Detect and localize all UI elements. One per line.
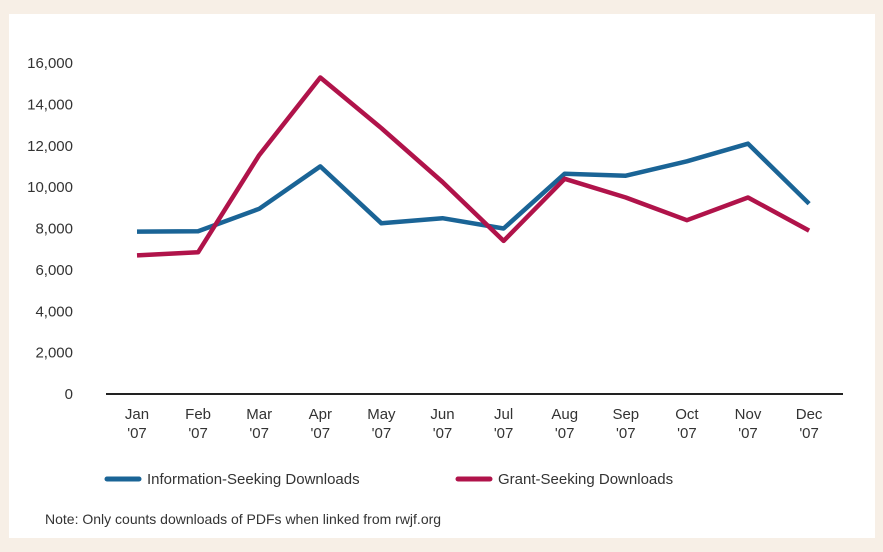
y-tick-label: 0	[65, 386, 73, 403]
x-tick-label: Jan '07	[125, 406, 149, 442]
x-tick-label: Jun '07	[430, 406, 454, 442]
x-tick-label: Dec '07	[796, 406, 823, 442]
legend-label: Grant-Seeking Downloads	[498, 471, 673, 488]
x-tick-label: Apr '07	[309, 406, 332, 442]
series-line	[136, 141, 811, 234]
series-line	[136, 75, 811, 258]
y-tick-label: 2,000	[35, 345, 73, 362]
y-tick-label: 8,000	[35, 221, 73, 238]
y-axis-ticks: 0 2,000 4,000 6,000 8,000 10,000 12,000 14,000 1…	[27, 55, 73, 403]
y-tick-label: 4,000	[35, 303, 73, 320]
y-tick-label: 16,000	[27, 55, 73, 72]
line-chart: 0 2,000 4,000 6,000 8,000 10,000 12,000 14,000 1…	[27, 55, 843, 488]
y-tick-label: 12,000	[27, 138, 73, 155]
x-tick-label: Aug '07	[551, 406, 578, 442]
chart-note: Note: Only counts downloads of PDFs when…	[45, 511, 442, 527]
x-tick-label: Oct '07	[675, 406, 699, 442]
x-axis-categories: Jan '07 Feb '07 Mar '07 Apr '07 May '07 Jun '07 Jul '…	[125, 406, 823, 442]
chart-panel: 0 2,000 4,000 6,000 8,000 10,000 12,000 14,000 1…	[9, 14, 875, 538]
y-tick-label: 10,000	[27, 179, 73, 196]
legend: Information-Seeking Downloads Grant-Seeki…	[104, 471, 673, 488]
y-tick-label: 6,000	[35, 262, 73, 279]
y-tick-label: 14,000	[27, 96, 73, 113]
series-lines	[136, 75, 811, 258]
legend-label: Information-Seeking Downloads	[147, 471, 360, 488]
x-tick-label: May '07	[367, 406, 396, 442]
x-tick-label: Mar '07	[246, 406, 272, 442]
x-tick-label: Feb '07	[185, 406, 211, 442]
x-tick-label: Jul '07	[494, 406, 514, 442]
x-tick-label: Sep '07	[612, 406, 639, 442]
x-tick-label: Nov '07	[735, 406, 762, 442]
